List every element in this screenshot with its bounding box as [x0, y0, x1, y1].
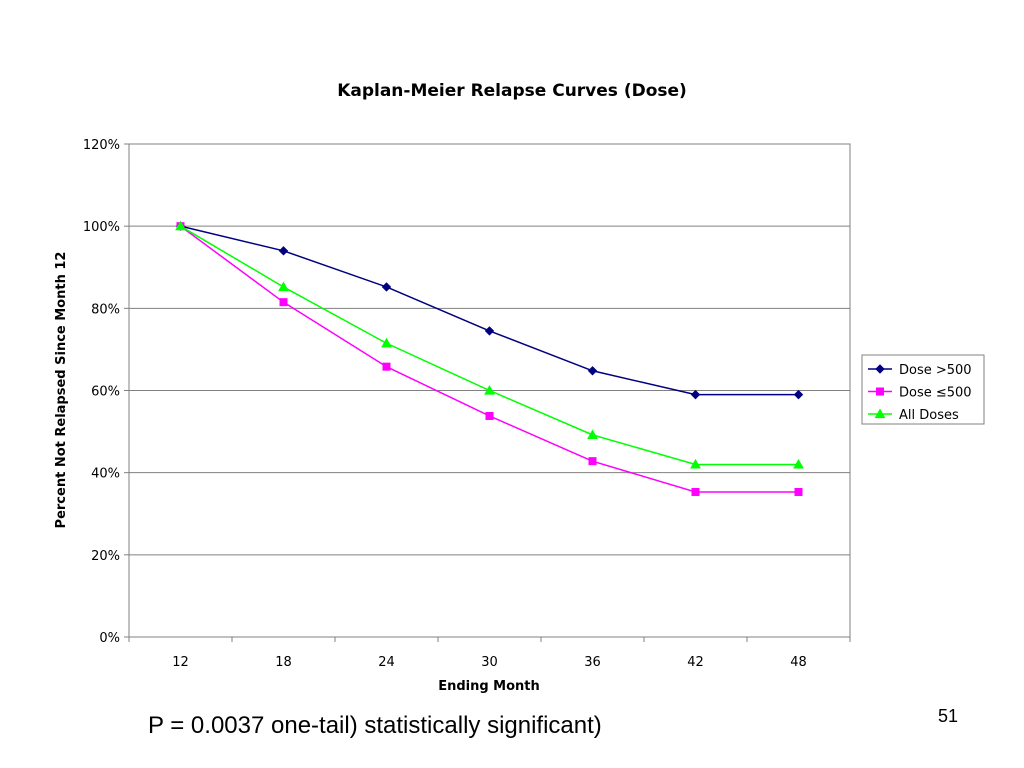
x-tick-label: 30 — [481, 655, 498, 670]
x-axis-ticks: 12 18 24 30 36 42 48 — [128, 637, 851, 670]
data-point — [691, 487, 700, 496]
y-tick-label: 0% — [99, 631, 120, 646]
legend-marker — [875, 364, 885, 374]
x-tick-label: 24 — [378, 655, 395, 670]
y-tick-label: 20% — [91, 549, 120, 564]
legend: Dose >500 Dose ≤500 All Doses — [861, 354, 985, 425]
chart-title: Kaplan-Meier Relapse Curves (Dose) — [337, 81, 687, 101]
y-tick-label: 120% — [83, 138, 120, 153]
y-axis-ticks: 0% 20% 40% 60% 80% 100% 120% — [83, 138, 129, 646]
series-3 — [175, 220, 804, 469]
legend-item: Dose >500 — [868, 363, 972, 378]
series-1 — [175, 221, 804, 400]
data-point — [278, 246, 289, 256]
series-2 — [176, 222, 803, 496]
data-point — [381, 282, 392, 292]
legend-item: Dose ≤500 — [868, 386, 972, 401]
data-point — [484, 326, 495, 336]
x-tick-label: 18 — [275, 655, 292, 670]
y-tick-label: 40% — [91, 467, 120, 482]
legend-marker — [876, 387, 884, 396]
x-tick-label: 36 — [584, 655, 601, 670]
legend-item: All Doses — [868, 408, 959, 423]
legend-label: Dose ≤500 — [899, 386, 972, 401]
data-point — [690, 458, 701, 469]
data-point — [690, 389, 701, 400]
p-value-statement: P = 0.0037 one-tail) statistically signi… — [148, 712, 602, 739]
series-layer — [175, 220, 804, 496]
x-tick-label: 12 — [172, 655, 189, 670]
data-point — [588, 457, 597, 466]
data-point — [794, 487, 803, 496]
y-tick-label: 80% — [91, 302, 120, 317]
y-axis-label: Percent Not Relapsed Since Month 12 — [54, 252, 69, 529]
data-point — [484, 384, 495, 395]
legend-box — [861, 354, 985, 425]
data-point — [587, 366, 598, 376]
x-tick-label: 42 — [687, 655, 704, 670]
legend-label: Dose >500 — [899, 363, 972, 378]
series-line — [180, 225, 799, 396]
data-point — [382, 362, 391, 371]
page-number: 51 — [938, 706, 959, 726]
data-point — [381, 337, 392, 348]
y-tick-label: 100% — [83, 220, 120, 235]
data-point — [793, 389, 804, 400]
x-axis-label: Ending Month — [438, 679, 540, 694]
x-tick-label: 48 — [790, 655, 807, 670]
kaplan-meier-chart: Kaplan-Meier Relapse Curves (Dose) 0% 20%… — [54, 81, 985, 694]
data-point — [485, 411, 494, 420]
y-tick-label: 60% — [91, 385, 120, 400]
data-point — [278, 281, 289, 292]
series-line — [180, 225, 799, 466]
data-point — [175, 220, 186, 231]
legend-marker — [874, 408, 886, 419]
data-point — [279, 298, 288, 307]
data-point — [793, 458, 804, 469]
series-line — [180, 225, 799, 493]
legend-label: All Doses — [899, 408, 959, 423]
data-point — [587, 429, 598, 439]
